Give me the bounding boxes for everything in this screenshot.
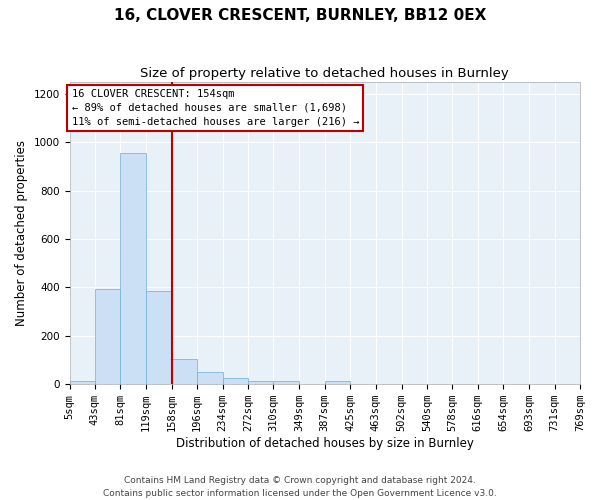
Bar xyxy=(121,153,146,384)
X-axis label: Distribution of detached houses by size in Burnley: Distribution of detached houses by size … xyxy=(176,437,474,450)
Bar xyxy=(95,288,121,384)
Text: 16 CLOVER CRESCENT: 154sqm
← 89% of detached houses are smaller (1,698)
11% of s: 16 CLOVER CRESCENT: 154sqm ← 89% of deta… xyxy=(71,89,359,127)
Bar xyxy=(146,291,171,384)
Bar xyxy=(223,378,248,384)
Text: Contains HM Land Registry data © Crown copyright and database right 2024.
Contai: Contains HM Land Registry data © Crown c… xyxy=(103,476,497,498)
Y-axis label: Number of detached properties: Number of detached properties xyxy=(15,140,28,326)
Bar xyxy=(325,380,350,384)
Title: Size of property relative to detached houses in Burnley: Size of property relative to detached ho… xyxy=(140,68,509,80)
Bar xyxy=(197,372,223,384)
Bar xyxy=(172,359,197,384)
Bar xyxy=(274,380,299,384)
Bar xyxy=(70,380,95,384)
Bar xyxy=(248,380,274,384)
Text: 16, CLOVER CRESCENT, BURNLEY, BB12 0EX: 16, CLOVER CRESCENT, BURNLEY, BB12 0EX xyxy=(114,8,486,22)
